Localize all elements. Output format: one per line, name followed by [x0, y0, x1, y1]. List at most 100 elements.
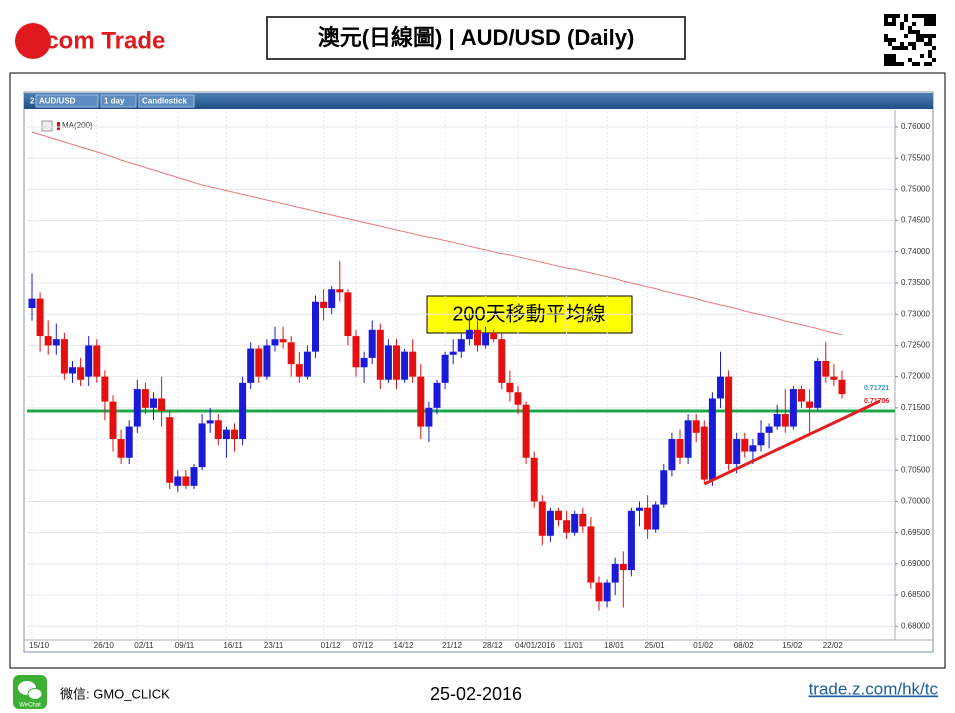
qr-cell — [900, 26, 904, 30]
qr-cell — [892, 58, 896, 62]
candle-body — [781, 414, 789, 427]
qr-cell — [888, 58, 892, 62]
candle-body — [457, 339, 465, 352]
candle-body — [44, 336, 52, 346]
candle-body — [182, 476, 190, 486]
candle-body — [101, 376, 109, 402]
qr-cell — [924, 34, 928, 38]
qr-cell — [916, 30, 920, 34]
candle-body — [255, 348, 263, 377]
qr-cell — [924, 18, 928, 22]
candle-body — [563, 520, 571, 533]
y-tick-label: 0.72500 — [901, 341, 930, 350]
candle-body — [611, 563, 619, 583]
x-tick-label: 23/11 — [264, 641, 284, 650]
qr-cell — [912, 30, 916, 34]
qr-cell — [884, 58, 888, 62]
qr-cell — [928, 38, 932, 42]
candle-body — [336, 289, 344, 293]
wechat-bubble — [27, 688, 43, 700]
icon-label: WeChat — [19, 703, 41, 709]
x-tick-label: 08/02 — [734, 641, 755, 650]
candle-body — [765, 426, 773, 433]
collapse-button[interactable] — [41, 120, 53, 132]
qr-cell — [888, 54, 892, 58]
candle-body — [684, 420, 692, 458]
toolbar-label: AUD/USD — [39, 97, 76, 106]
qr-cell — [928, 18, 932, 22]
toolbar-label: 2: — [30, 97, 37, 106]
candle-body — [838, 379, 846, 395]
candle-body — [522, 404, 530, 458]
qr-cell — [888, 22, 892, 26]
toolbar-label: 1 day — [104, 97, 125, 106]
candle-body — [830, 376, 838, 380]
qr-cell — [928, 54, 932, 58]
x-tick-label: 26/10 — [94, 641, 115, 650]
candle-body — [401, 351, 409, 380]
candle-body — [328, 289, 336, 308]
qr-cell — [928, 42, 932, 46]
candle-body — [636, 507, 643, 511]
candle-body — [222, 429, 230, 440]
toolbar-button — [138, 94, 195, 108]
qr-cell — [916, 62, 920, 66]
candle-body — [798, 389, 805, 402]
qr-cell — [900, 42, 904, 46]
candle-body — [692, 420, 700, 433]
legend: MA(200) — [62, 121, 93, 130]
qr-cell — [912, 62, 916, 66]
legend-swatch — [57, 122, 60, 130]
url[interactable]: trade.z.com/hk/tc — [809, 679, 939, 698]
candle-body — [555, 510, 562, 521]
y-tick-label: 0.74500 — [901, 216, 930, 225]
price-label: 0.71706 — [864, 398, 889, 405]
candle-body — [417, 376, 425, 427]
x-tick-label: 28/12 — [483, 641, 504, 650]
candle-body — [571, 513, 579, 533]
candle-body — [320, 301, 328, 308]
x-tick-label: 02/11 — [134, 641, 154, 650]
candle-body — [449, 351, 457, 355]
qr-cell — [896, 14, 900, 18]
y-tick-label: 0.72000 — [901, 372, 930, 381]
qr-cell — [892, 38, 896, 42]
y-tick-label: 0.75500 — [901, 153, 930, 162]
qr-cell — [908, 30, 912, 34]
candle-body — [166, 417, 174, 483]
candle-body — [409, 351, 417, 377]
candle-body — [28, 298, 36, 308]
qr-cell — [912, 22, 916, 26]
x-tick-label: 04/01/2016 — [515, 641, 556, 650]
qr-cell — [932, 34, 936, 38]
x-tick-label: 01/12 — [321, 641, 342, 650]
x-tick-label: 07/12 — [353, 641, 374, 650]
candle-body — [150, 398, 157, 408]
y-tick-label: 0.68000 — [901, 621, 930, 630]
qr-cell — [920, 34, 924, 38]
qr-cell — [924, 22, 928, 26]
title-box — [266, 16, 686, 60]
qr-cell — [892, 22, 896, 26]
qr-cell — [928, 50, 932, 54]
y-tick-label: 0.75000 — [901, 184, 930, 193]
y-tick-label: 0.70000 — [901, 497, 930, 506]
candle-body — [279, 339, 287, 343]
candle-body — [619, 563, 627, 571]
qr-cell — [932, 14, 936, 18]
qr-cell — [892, 54, 896, 58]
chart-panel — [23, 91, 934, 653]
qr-cell — [900, 22, 904, 26]
qr-cell — [908, 58, 912, 62]
candle-body — [271, 339, 279, 346]
candle-body — [198, 423, 206, 468]
qr-cell — [888, 42, 892, 46]
candle-body — [287, 342, 295, 365]
x-tick-label: 21/12 — [442, 641, 463, 650]
candle-body — [773, 414, 781, 427]
y-tick-label: 0.74000 — [901, 247, 930, 256]
qr-cell — [896, 46, 900, 50]
price-label: 0.71721 — [864, 385, 889, 392]
candle-body — [352, 336, 360, 368]
